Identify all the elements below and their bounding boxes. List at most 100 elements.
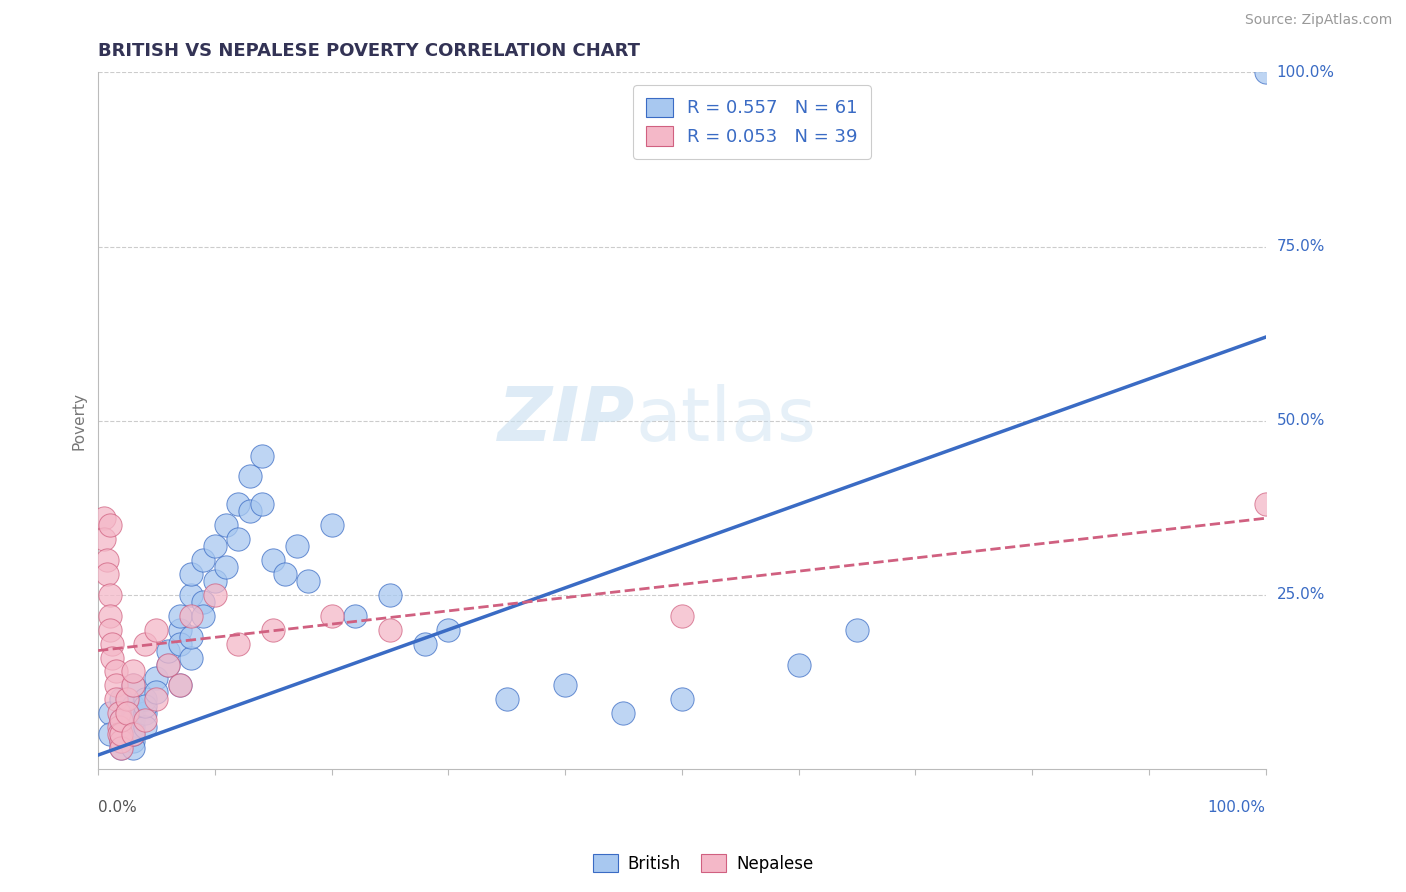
Point [122,665,145,679]
Point [110,727,132,741]
Point [110,741,132,756]
Point [262,553,284,567]
Point [226,637,249,651]
Point [239,504,262,518]
Point [104,678,127,692]
Point [787,657,810,672]
Point [180,608,202,623]
Point [93,511,115,525]
Point [96,553,118,567]
Point [96,566,118,581]
Point [122,706,145,721]
Point [846,623,869,637]
Point [122,699,145,714]
Point [110,713,132,727]
Point [115,706,138,721]
Text: 0.0%: 0.0% [98,799,136,814]
Point [134,637,156,651]
Point [122,678,145,692]
Point [378,588,401,602]
Point [180,588,202,602]
Point [157,657,180,672]
Point [495,692,517,706]
Point [145,672,167,686]
Point [122,727,145,741]
Point [157,657,180,672]
Point [110,692,132,706]
Point [437,623,460,637]
Legend: R = 0.557   N = 61, R = 0.053   N = 39: R = 0.557 N = 61, R = 0.053 N = 39 [633,85,870,159]
Point [110,734,132,748]
Point [104,665,127,679]
Text: Source: ZipAtlas.com: Source: ZipAtlas.com [1244,13,1392,28]
Point [169,623,191,637]
Point [157,643,180,657]
Point [108,720,131,734]
Point [101,650,124,665]
Point [215,560,238,574]
Text: 75.0%: 75.0% [1277,239,1324,254]
Point [98,727,121,741]
Point [110,741,132,756]
Point [122,713,145,727]
Point [226,497,249,511]
Point [671,692,693,706]
Point [204,539,226,553]
Point [321,608,343,623]
Point [110,734,132,748]
Point [134,720,156,734]
Point [321,518,343,533]
Point [115,692,138,706]
Point [110,720,132,734]
Y-axis label: Poverty: Poverty [72,392,86,450]
Point [98,518,121,533]
Point [104,692,127,706]
Point [250,497,273,511]
Point [191,553,214,567]
Point [215,518,238,533]
Point [134,706,156,721]
Point [145,685,167,699]
Text: 50.0%: 50.0% [1277,413,1324,428]
Point [191,608,214,623]
Point [110,727,132,741]
Point [285,539,308,553]
Point [671,608,693,623]
Point [378,623,401,637]
Point [108,727,131,741]
Point [169,678,191,692]
Point [134,713,156,727]
Point [413,637,436,651]
Legend: British, Nepalese: British, Nepalese [586,847,820,880]
Text: 100.0%: 100.0% [1208,799,1265,814]
Point [122,734,145,748]
Point [134,692,156,706]
Point [262,623,284,637]
Point [180,630,202,644]
Point [122,678,145,692]
Point [93,532,115,546]
Point [122,720,145,734]
Point [226,532,249,546]
Point [98,706,121,721]
Text: ZIP: ZIP [498,384,636,458]
Point [1254,65,1277,79]
Point [108,706,131,721]
Point [239,469,262,483]
Point [145,623,167,637]
Point [169,678,191,692]
Point [134,699,156,714]
Point [612,706,634,721]
Point [169,608,191,623]
Point [169,637,191,651]
Point [122,727,145,741]
Point [180,650,202,665]
Text: 25.0%: 25.0% [1277,587,1324,602]
Point [204,588,226,602]
Text: atlas: atlas [636,384,815,458]
Point [98,588,121,602]
Text: 100.0%: 100.0% [1277,65,1334,80]
Point [180,566,202,581]
Point [145,692,167,706]
Point [274,566,297,581]
